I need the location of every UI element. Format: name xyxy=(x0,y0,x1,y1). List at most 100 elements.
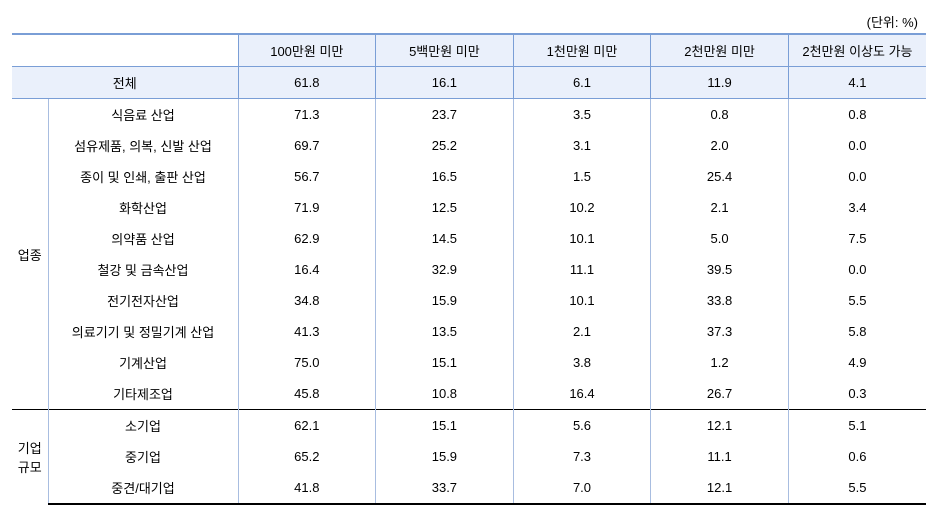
data-cell: 0.3 xyxy=(788,378,926,410)
table-row: 전기전자산업34.815.910.133.85.5 xyxy=(12,285,926,316)
table-row: 기업 규모소기업62.115.15.612.15.1 xyxy=(12,410,926,442)
data-cell: 5.6 xyxy=(513,410,651,442)
header-row: 100만원 미만 5백만원 미만 1천만원 미만 2천만원 미만 2천만원 이상… xyxy=(12,34,926,67)
total-cell: 4.1 xyxy=(788,67,926,99)
col-header: 2천만원 이상도 가능 xyxy=(788,34,926,67)
row-label: 기타제조업 xyxy=(48,378,238,410)
row-label: 소기업 xyxy=(48,410,238,442)
data-cell: 71.3 xyxy=(238,99,376,131)
data-cell: 15.9 xyxy=(376,285,514,316)
data-cell: 65.2 xyxy=(238,441,376,472)
unit-label: (단위: %) xyxy=(12,12,926,33)
data-table: 100만원 미만 5백만원 미만 1천만원 미만 2천만원 미만 2천만원 이상… xyxy=(12,33,926,505)
table-row: 의료기기 및 정밀기계 산업41.313.52.137.35.8 xyxy=(12,316,926,347)
data-cell: 0.0 xyxy=(788,254,926,285)
col-header: 5백만원 미만 xyxy=(376,34,514,67)
data-cell: 4.9 xyxy=(788,347,926,378)
data-cell: 25.2 xyxy=(376,130,514,161)
data-cell: 75.0 xyxy=(238,347,376,378)
data-cell: 15.1 xyxy=(376,347,514,378)
data-cell: 0.0 xyxy=(788,161,926,192)
row-label: 중기업 xyxy=(48,441,238,472)
data-cell: 34.8 xyxy=(238,285,376,316)
data-cell: 41.8 xyxy=(238,472,376,504)
data-cell: 14.5 xyxy=(376,223,514,254)
row-label: 전기전자산업 xyxy=(48,285,238,316)
data-cell: 10.2 xyxy=(513,192,651,223)
data-cell: 32.9 xyxy=(376,254,514,285)
data-cell: 26.7 xyxy=(651,378,789,410)
total-cell: 11.9 xyxy=(651,67,789,99)
table-row: 철강 및 금속산업16.432.911.139.50.0 xyxy=(12,254,926,285)
data-cell: 10.1 xyxy=(513,285,651,316)
data-cell: 62.9 xyxy=(238,223,376,254)
data-cell: 25.4 xyxy=(651,161,789,192)
data-cell: 2.1 xyxy=(651,192,789,223)
data-cell: 12.1 xyxy=(651,410,789,442)
data-cell: 45.8 xyxy=(238,378,376,410)
row-label: 의약품 산업 xyxy=(48,223,238,254)
data-cell: 10.1 xyxy=(513,223,651,254)
data-cell: 56.7 xyxy=(238,161,376,192)
row-label: 섬유제품, 의복, 신발 산업 xyxy=(48,130,238,161)
data-cell: 33.8 xyxy=(651,285,789,316)
data-cell: 41.3 xyxy=(238,316,376,347)
total-cell: 16.1 xyxy=(376,67,514,99)
data-cell: 13.5 xyxy=(376,316,514,347)
header-corner xyxy=(12,34,238,67)
data-cell: 39.5 xyxy=(651,254,789,285)
data-cell: 0.8 xyxy=(788,99,926,131)
total-row: 전체61.816.16.111.94.1 xyxy=(12,67,926,99)
data-cell: 23.7 xyxy=(376,99,514,131)
row-label: 화학산업 xyxy=(48,192,238,223)
data-cell: 11.1 xyxy=(513,254,651,285)
table-row: 업종식음료 산업71.323.73.50.80.8 xyxy=(12,99,926,131)
data-cell: 5.0 xyxy=(651,223,789,254)
data-cell: 7.0 xyxy=(513,472,651,504)
data-cell: 37.3 xyxy=(651,316,789,347)
data-cell: 5.5 xyxy=(788,472,926,504)
data-cell: 2.0 xyxy=(651,130,789,161)
data-cell: 33.7 xyxy=(376,472,514,504)
total-cell: 6.1 xyxy=(513,67,651,99)
data-cell: 7.3 xyxy=(513,441,651,472)
data-cell: 3.4 xyxy=(788,192,926,223)
data-cell: 1.2 xyxy=(651,347,789,378)
col-header: 2천만원 미만 xyxy=(651,34,789,67)
data-cell: 15.9 xyxy=(376,441,514,472)
data-cell: 11.1 xyxy=(651,441,789,472)
table-body: 전체61.816.16.111.94.1업종식음료 산업71.323.73.50… xyxy=(12,67,926,505)
data-cell: 5.1 xyxy=(788,410,926,442)
data-cell: 0.8 xyxy=(651,99,789,131)
table-row: 기계산업75.015.13.81.24.9 xyxy=(12,347,926,378)
table-row: 중기업65.215.97.311.10.6 xyxy=(12,441,926,472)
group-label: 기업 규모 xyxy=(12,410,48,505)
data-cell: 12.1 xyxy=(651,472,789,504)
data-cell: 3.5 xyxy=(513,99,651,131)
col-header: 1천만원 미만 xyxy=(513,34,651,67)
data-cell: 16.5 xyxy=(376,161,514,192)
row-label: 철강 및 금속산업 xyxy=(48,254,238,285)
table-row: 화학산업71.912.510.22.13.4 xyxy=(12,192,926,223)
table-row: 의약품 산업62.914.510.15.07.5 xyxy=(12,223,926,254)
table-row: 기타제조업45.810.816.426.70.3 xyxy=(12,378,926,410)
data-cell: 3.1 xyxy=(513,130,651,161)
row-label: 기계산업 xyxy=(48,347,238,378)
data-cell: 2.1 xyxy=(513,316,651,347)
total-label: 전체 xyxy=(12,67,238,99)
row-label: 종이 및 인쇄, 출판 산업 xyxy=(48,161,238,192)
data-cell: 16.4 xyxy=(513,378,651,410)
data-cell: 0.0 xyxy=(788,130,926,161)
data-cell: 5.8 xyxy=(788,316,926,347)
data-cell: 71.9 xyxy=(238,192,376,223)
data-cell: 62.1 xyxy=(238,410,376,442)
data-cell: 0.6 xyxy=(788,441,926,472)
table-row: 종이 및 인쇄, 출판 산업56.716.51.525.40.0 xyxy=(12,161,926,192)
data-cell: 12.5 xyxy=(376,192,514,223)
data-cell: 10.8 xyxy=(376,378,514,410)
data-cell: 16.4 xyxy=(238,254,376,285)
data-cell: 5.5 xyxy=(788,285,926,316)
data-cell: 69.7 xyxy=(238,130,376,161)
data-cell: 3.8 xyxy=(513,347,651,378)
data-cell: 7.5 xyxy=(788,223,926,254)
